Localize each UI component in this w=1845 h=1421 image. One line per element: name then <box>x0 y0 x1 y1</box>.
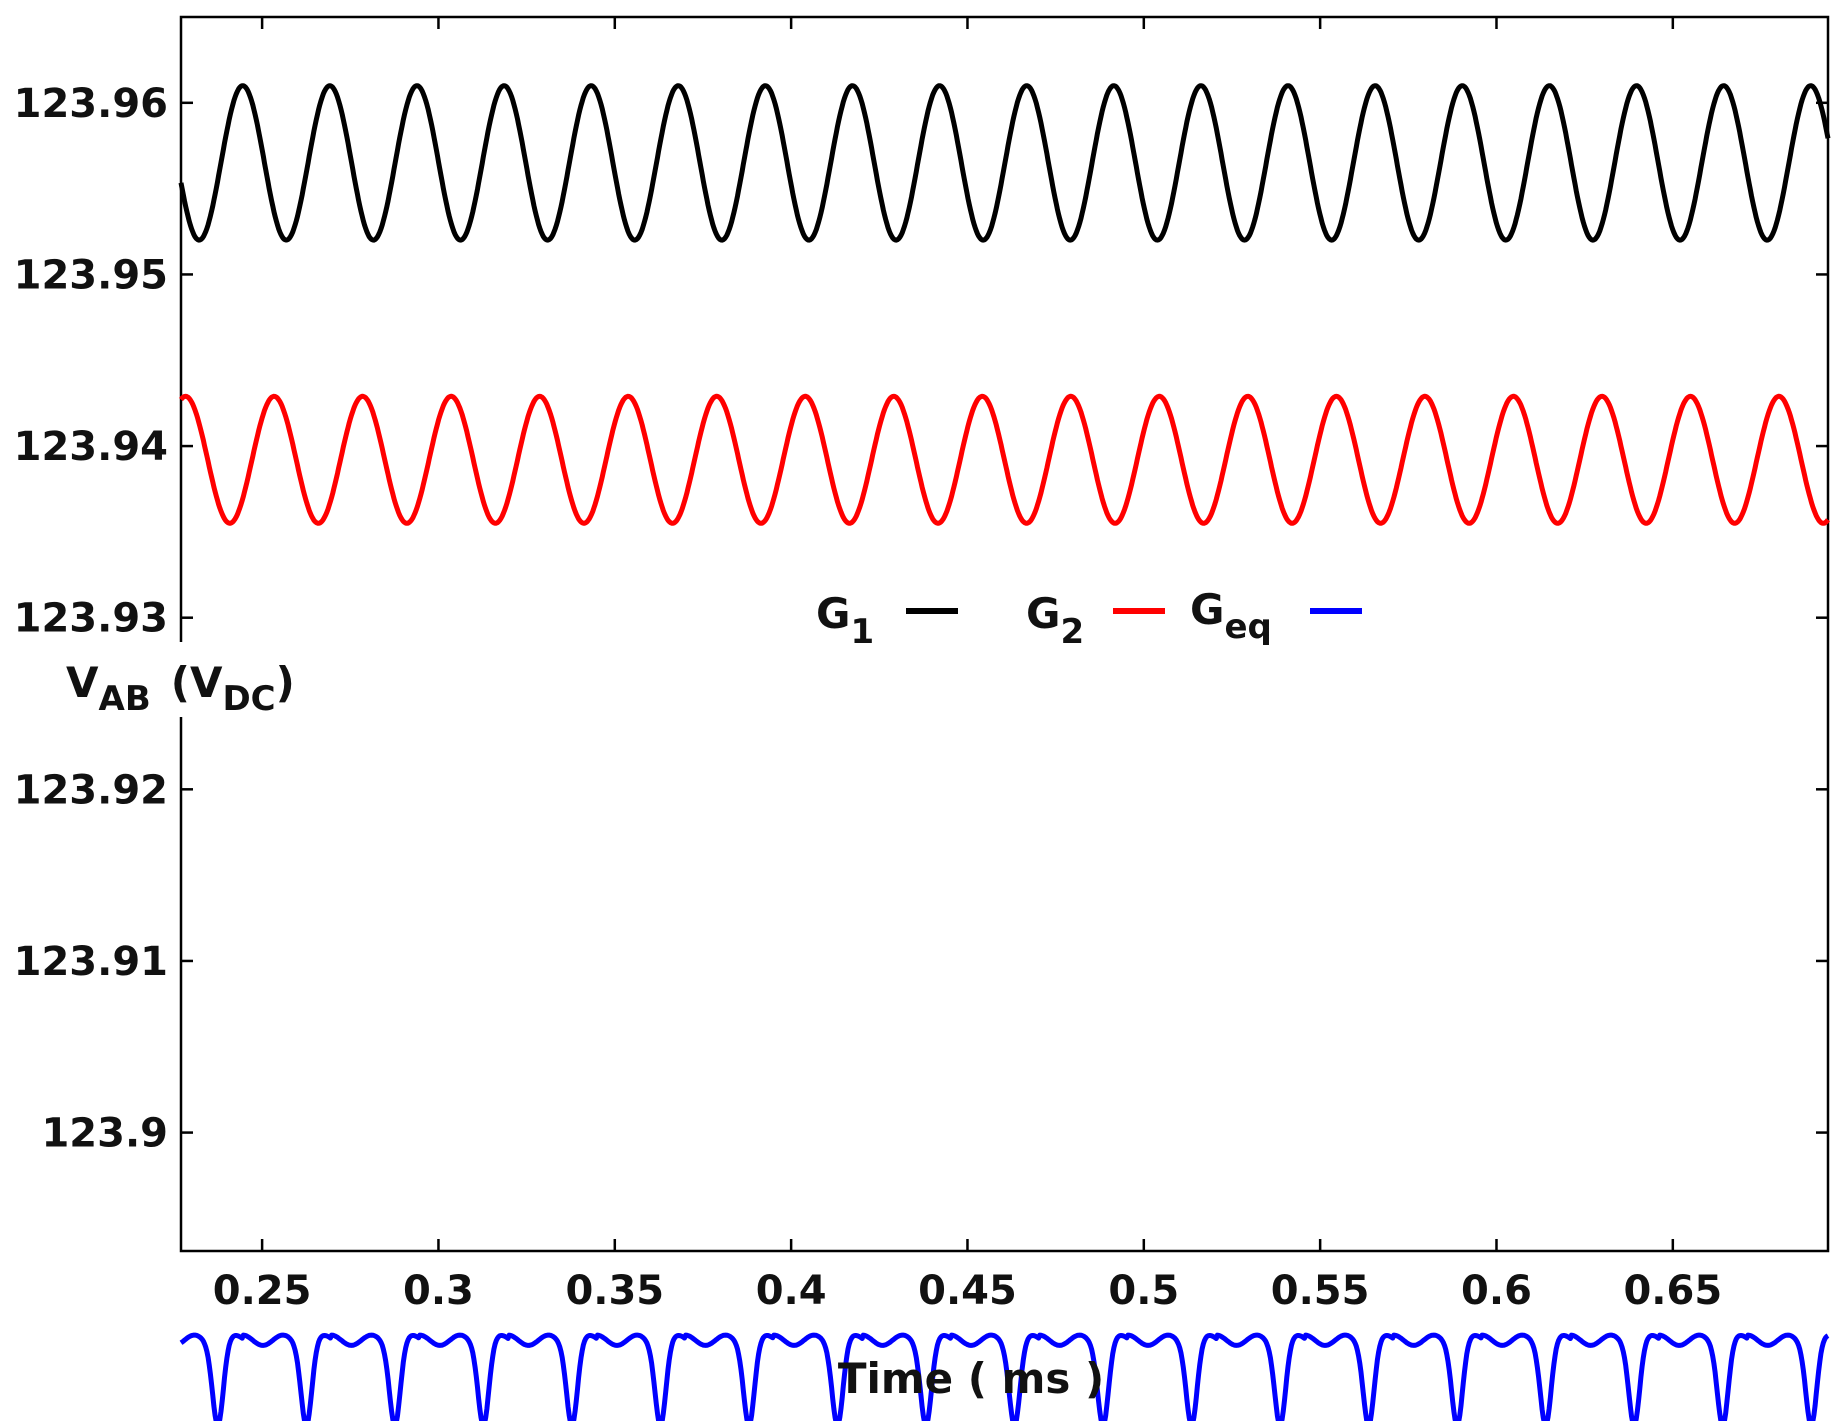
y-axis-title-sub: AB <box>99 679 151 719</box>
y-tick-label: 123.94 <box>14 424 168 470</box>
y-axis-ticks: 123.9 123.91 123.92 123.93 123.94 123.95 123.9… <box>14 81 1828 1157</box>
series-line-geq <box>179 1332 1830 1421</box>
y-axis-title-unit-close: ) <box>276 658 295 707</box>
x-tick-label: 0.4 <box>756 1268 827 1314</box>
legend-label-g1-main: G <box>816 589 850 638</box>
x-tick-label: 0.45 <box>918 1268 1017 1314</box>
y-tick-label: 123.95 <box>14 252 168 298</box>
legend-label-geq-main: G <box>1190 585 1224 634</box>
legend-label-g1: G1 <box>816 589 874 652</box>
legend-label-geq: Geq <box>1190 585 1272 647</box>
legend: G1 G2 Geq <box>816 585 1362 652</box>
y-axis-title: VAB (VDC) <box>66 658 295 719</box>
y-axis-title-background <box>60 642 335 717</box>
x-tick-label: 0.5 <box>1108 1268 1179 1314</box>
x-axis-ticks: 0.25 0.3 0.35 0.4 0.45 0.5 0.55 0.6 0.65 <box>213 17 1722 1314</box>
legend-label-g2-sub: 2 <box>1060 612 1084 652</box>
legend-label-g2-main: G <box>1026 589 1060 638</box>
x-tick-label: 0.65 <box>1623 1268 1722 1314</box>
series-line-g2 <box>179 393 1830 526</box>
y-tick-label: 123.93 <box>14 596 168 642</box>
y-tick-label: 123.92 <box>14 767 168 813</box>
x-axis-title: Time ( ms ) <box>838 1354 1104 1403</box>
y-axis-title-main: V <box>66 658 99 707</box>
series-line-g1 <box>178 83 1831 243</box>
legend-label-g2: G2 <box>1026 589 1084 652</box>
y-axis-title-unit-open: (V <box>171 658 223 707</box>
y-tick-label: 123.96 <box>14 81 168 127</box>
y-tick-label: 123.9 <box>41 1111 168 1157</box>
x-tick-label: 0.55 <box>1271 1268 1370 1314</box>
legend-label-geq-sub: eq <box>1224 607 1271 647</box>
x-tick-label: 0.25 <box>213 1268 312 1314</box>
x-tick-label: 0.35 <box>565 1268 664 1314</box>
legend-label-g1-sub: 1 <box>850 612 874 652</box>
x-tick-label: 0.6 <box>1461 1268 1532 1314</box>
plot-frame <box>179 15 1830 1253</box>
series-layer <box>178 83 1831 1421</box>
x-tick-label: 0.3 <box>403 1268 474 1314</box>
y-tick-label: 123.91 <box>14 939 168 985</box>
y-axis-title-unit-sub: DC <box>222 679 275 719</box>
